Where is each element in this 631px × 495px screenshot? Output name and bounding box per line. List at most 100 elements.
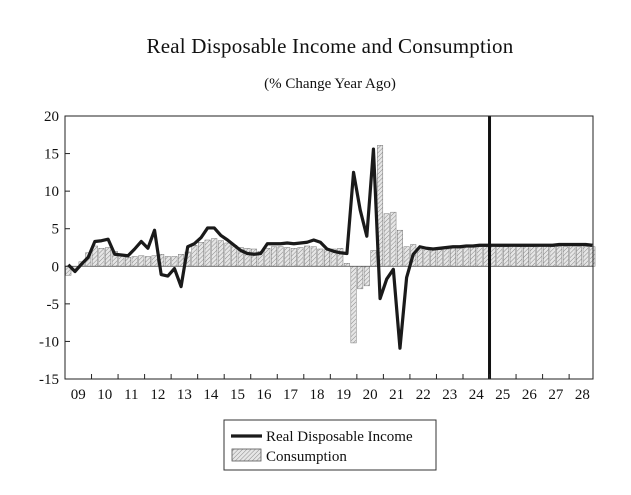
consumption-bar xyxy=(224,242,231,267)
consumption-bar xyxy=(443,248,450,267)
y-tick-label: -5 xyxy=(47,297,60,313)
consumption-bar xyxy=(290,248,297,267)
consumption-bar xyxy=(436,249,443,267)
x-tick-label: 13 xyxy=(177,387,192,403)
x-tick-label: 21 xyxy=(389,387,404,403)
consumption-bar xyxy=(582,246,589,267)
consumption-bar xyxy=(589,246,596,267)
x-tick-label: 15 xyxy=(230,387,245,403)
real-disposable-income-line xyxy=(67,147,593,350)
consumption-bar xyxy=(509,245,516,267)
y-tick-label: -15 xyxy=(39,372,59,388)
consumption-bar xyxy=(98,248,105,267)
consumption-bar xyxy=(476,246,483,267)
consumption-bar xyxy=(423,248,430,267)
y-tick-label: -10 xyxy=(39,334,59,350)
consumption-bar xyxy=(144,256,151,267)
x-axis: 09 10 11 12 13 14 15 16 17 18 19 20 21 22 23 24 25 26 27 28 xyxy=(64,374,590,403)
x-tick-label: 17 xyxy=(283,387,299,403)
y-tick-label: 15 xyxy=(44,147,59,163)
x-tick-label: 12 xyxy=(150,387,165,403)
consumption-bar xyxy=(463,246,470,267)
consumption-bar xyxy=(523,246,529,267)
legend-label-real-disposable-income: Real Disposable Income xyxy=(266,429,413,445)
consumption-bar xyxy=(151,255,158,267)
consumption-bar xyxy=(516,246,523,267)
consumption-bar xyxy=(105,247,112,267)
consumption-bar xyxy=(363,266,370,287)
consumption-bar xyxy=(138,255,145,267)
consumption-bar xyxy=(350,266,357,344)
consumption-bar xyxy=(164,256,171,267)
consumption-bar xyxy=(397,229,403,267)
consumption-bar xyxy=(171,256,178,267)
y-axis: -15 -10 -5 0 5 10 15 20 xyxy=(39,109,70,388)
consumption-bar xyxy=(131,256,138,267)
legend: Real Disposable Income Consumption xyxy=(223,419,437,471)
consumption-bar xyxy=(198,241,204,267)
consumption-bar xyxy=(383,213,390,267)
x-tick-label: 27 xyxy=(548,387,564,403)
consumption-bar xyxy=(284,247,291,267)
x-tick-label: 19 xyxy=(336,387,351,403)
y-tick-label: 10 xyxy=(44,184,59,200)
x-tick-label: 16 xyxy=(256,387,272,403)
consumption-bar xyxy=(390,211,397,267)
consumption-bar xyxy=(469,246,476,267)
consumption-bar xyxy=(542,245,549,267)
x-tick-label: 10 xyxy=(97,387,112,403)
consumption-bar xyxy=(456,248,463,267)
x-tick-label: 26 xyxy=(522,387,538,403)
y-tick-label: 20 xyxy=(44,109,59,125)
consumption-bar xyxy=(310,246,317,267)
x-tick-label: 18 xyxy=(310,387,325,403)
consumption-bar xyxy=(496,246,503,267)
legend-label-consumption: Consumption xyxy=(266,449,347,465)
chart-subtitle: (% Change Year Ago) xyxy=(264,76,396,92)
x-tick-label: 09 xyxy=(71,387,86,403)
x-tick-label: 22 xyxy=(416,387,431,403)
consumption-bar xyxy=(529,246,536,267)
consumption-bar xyxy=(270,246,277,267)
consumption-bar xyxy=(125,257,131,267)
consumption-bar xyxy=(536,245,543,267)
legend-bar-swatch xyxy=(231,448,262,462)
consumption-bar xyxy=(324,249,330,267)
consumption-bar xyxy=(204,239,211,267)
consumption-bar xyxy=(556,246,563,267)
consumption-bar xyxy=(562,246,569,267)
consumption-bar xyxy=(549,246,556,267)
consumption-bar xyxy=(370,250,377,267)
consumption-bar xyxy=(251,248,258,267)
consumption-bar xyxy=(576,246,583,267)
consumption-bar xyxy=(343,263,350,267)
consumption-bar xyxy=(297,247,304,267)
consumption-bar xyxy=(357,266,364,290)
consumption-bar xyxy=(317,248,324,267)
x-tick-label: 11 xyxy=(124,387,138,403)
consumption-bar xyxy=(569,245,576,267)
legend-box xyxy=(223,419,437,471)
x-tick-label: 20 xyxy=(363,387,378,403)
consumption-bar xyxy=(430,249,437,267)
x-tick-label: 24 xyxy=(469,387,485,403)
x-tick-label: 28 xyxy=(575,387,590,403)
x-tick-label: 25 xyxy=(495,387,510,403)
x-tick-label: 23 xyxy=(442,387,457,403)
y-tick-label: 0 xyxy=(52,259,60,275)
chart-title: Real Disposable Income and Consumption xyxy=(146,34,514,58)
consumption-bar xyxy=(217,240,224,267)
consumption-bar xyxy=(304,245,311,267)
y-tick-label: 5 xyxy=(52,222,60,238)
consumption-bar xyxy=(191,244,198,267)
consumption-bar xyxy=(503,246,510,267)
consumption-bar xyxy=(277,246,284,267)
consumption-bar xyxy=(264,248,271,267)
consumption-bar xyxy=(178,254,185,267)
consumption-bar xyxy=(450,248,457,267)
consumption-bar xyxy=(403,246,410,267)
consumption-bar xyxy=(211,238,218,267)
x-tick-label: 14 xyxy=(203,387,219,403)
plot-frame xyxy=(64,115,594,380)
